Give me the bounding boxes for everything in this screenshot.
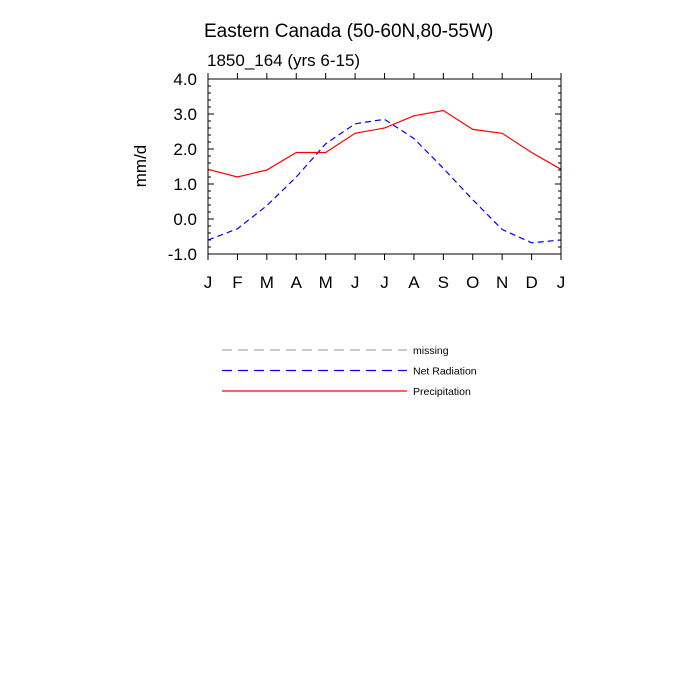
x-tick-label: J: [204, 273, 213, 292]
x-tick-label: J: [351, 273, 360, 292]
x-tick-label: J: [380, 273, 389, 292]
y-tick-label: -1.0: [168, 245, 197, 264]
axis-ticks: [207, 73, 562, 260]
x-tick-label: S: [438, 273, 449, 292]
series-line: [207, 118, 562, 244]
y-tick-label: 0.0: [173, 210, 197, 229]
x-tick-label: M: [260, 273, 274, 292]
plot-frame: [207, 78, 562, 255]
x-tick-label: O: [466, 273, 479, 292]
x-tick-label: A: [408, 273, 420, 292]
y-axis-label: mm/d: [131, 145, 150, 188]
chart-title: Eastern Canada (50-60N,80-55W): [204, 21, 493, 42]
y-tick-label: 1.0: [173, 175, 197, 194]
y-tick-label: 4.0: [173, 70, 197, 89]
x-tick-label: M: [319, 273, 333, 292]
legend-label: missing: [413, 345, 449, 357]
legend-label: Precipitation: [413, 386, 471, 398]
legend-label: Net Radiation: [413, 366, 477, 378]
y-tick-label: 3.0: [173, 105, 197, 124]
series-lines: [207, 109, 562, 244]
x-tick-label: J: [557, 273, 566, 292]
legend: missing Net Radiation Precipitation: [222, 345, 477, 398]
y-tick-labels: 4.0 3.0 2.0 1.0 0.0 -1.0: [168, 70, 197, 264]
x-tick-label: D: [525, 273, 537, 292]
x-tick-label: N: [496, 273, 508, 292]
y-tick-label: 2.0: [173, 140, 197, 159]
x-tick-label: A: [291, 273, 303, 292]
chart-subtitle: 1850_164 (yrs 6-15): [207, 51, 360, 70]
series-line: [207, 109, 562, 178]
x-tick-label: F: [232, 273, 242, 292]
